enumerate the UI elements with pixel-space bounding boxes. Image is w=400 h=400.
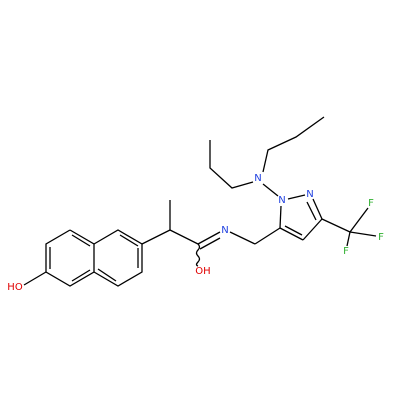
atom-label: F [378, 232, 384, 243]
atom-label: N [254, 173, 261, 184]
atom-label: F [368, 198, 374, 209]
atom-label: F [343, 246, 349, 257]
atom-label: N [306, 189, 313, 200]
atom-label: N [221, 225, 228, 236]
atom-label: HO [7, 282, 23, 293]
atom-labels: HO N OH N N N F F F [7, 173, 384, 293]
atom-label: OH [195, 266, 210, 277]
bonds [23, 116, 377, 287]
atom-label: N [278, 195, 285, 206]
